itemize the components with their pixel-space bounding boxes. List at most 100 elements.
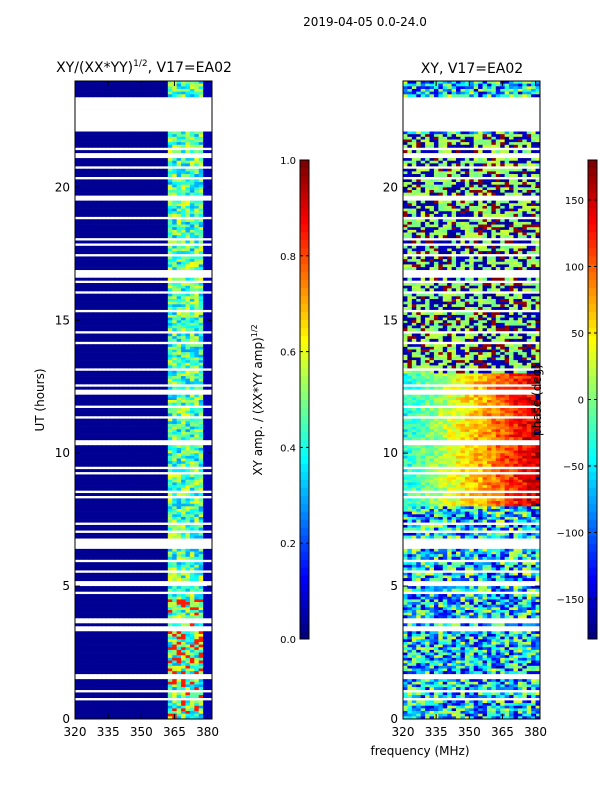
left-heatmap-cell	[194, 235, 200, 239]
left-heatmap-cell	[181, 554, 186, 558]
left-heatmap-cell	[79, 575, 85, 579]
left-heatmap-cell	[189, 612, 195, 616]
left-heatmap-cell	[136, 261, 142, 265]
left-heatmap-cell	[158, 596, 164, 600]
left-heatmap-cell	[83, 612, 89, 616]
left-heatmap-cell	[176, 482, 182, 486]
left-heatmap-cell	[83, 535, 89, 539]
left-heatmap-cell	[110, 588, 116, 592]
left-heatmap-cell	[172, 304, 178, 308]
left-heatmap-cell	[167, 333, 173, 337]
left-heatmap-cell	[105, 288, 111, 292]
left-heatmap-cell	[105, 285, 111, 289]
left-heatmap-cell	[136, 136, 142, 140]
left-heatmap-cell	[141, 479, 147, 483]
left-heatmap-cell	[79, 429, 85, 433]
left-heatmap-cell	[154, 644, 160, 648]
left-heatmap-cell	[163, 649, 169, 653]
left-heatmap-cell	[79, 134, 85, 138]
left-heatmap-cell	[181, 134, 186, 138]
left-heatmap-cell	[114, 134, 120, 138]
left-heatmap-cell	[75, 556, 80, 560]
left-heatmap-cell	[92, 461, 98, 465]
left-heatmap-cell	[105, 644, 111, 648]
left-heatmap-cell	[154, 564, 160, 568]
left-heatmap-cell	[154, 174, 160, 177]
left-heatmap-cell	[110, 365, 116, 369]
left-heatmap-cell	[132, 508, 138, 512]
left-heatmap-cell	[110, 551, 116, 555]
left-heatmap-cell	[158, 219, 164, 223]
left-heatmap-cell	[88, 487, 94, 491]
left-heatmap-cell	[119, 245, 125, 249]
left-heatmap-cell	[114, 301, 120, 305]
left-heatmap-cell	[105, 493, 111, 496]
left-heatmap-cell	[83, 245, 89, 249]
left-heatmap-cell	[128, 160, 133, 164]
left-heatmap-cell	[163, 320, 169, 324]
left-heatmap-cell	[185, 357, 191, 361]
left-heatmap-cell	[92, 357, 98, 361]
left-heatmap-cell	[101, 229, 107, 233]
left-heatmap-cell	[141, 232, 147, 236]
left-heatmap-cell	[114, 211, 120, 215]
left-heatmap-cell	[207, 184, 213, 188]
left-heatmap-cell	[198, 426, 204, 430]
left-heatmap-cell	[185, 487, 191, 491]
left-heatmap-cell	[128, 631, 133, 635]
left-heatmap-cell	[101, 641, 107, 645]
left-heatmap-cell	[110, 317, 116, 321]
left-heatmap-cell	[207, 461, 213, 465]
left-heatmap-cell	[163, 596, 169, 600]
left-heatmap-cell	[189, 301, 195, 305]
left-heatmap-cell	[123, 514, 129, 518]
left-heatmap-cell	[114, 378, 120, 382]
left-heatmap-cell	[167, 288, 173, 292]
left-heatmap-cell	[114, 187, 120, 191]
left-heatmap-cell	[167, 596, 173, 600]
left-heatmap-cell	[172, 328, 178, 332]
left-heatmap-cell	[181, 506, 186, 510]
left-heatmap-cell	[79, 604, 85, 608]
left-heatmap-cell	[207, 474, 213, 478]
left-heatmap-cell	[203, 450, 208, 454]
left-heatmap-cell	[172, 378, 178, 382]
left-heatmap-cell	[92, 479, 98, 483]
left-heatmap-cell	[189, 463, 195, 467]
left-heatmap-cell	[181, 219, 186, 223]
left-heatmap-cell	[198, 376, 204, 380]
left-heatmap-cell	[83, 285, 89, 289]
left-heatmap-cell	[114, 633, 120, 637]
left-heatmap-cell	[185, 418, 191, 422]
left-heatmap-cell	[136, 288, 142, 292]
left-heatmap-cell	[207, 240, 213, 244]
left-heatmap-cell	[158, 610, 164, 613]
left-heatmap-cell	[176, 410, 182, 414]
left-heatmap-cell	[83, 503, 89, 507]
left-heatmap-cell	[145, 378, 151, 382]
left-heatmap-cell	[141, 487, 147, 491]
left-heatmap-cell	[83, 221, 89, 225]
left-heatmap-cell	[203, 322, 208, 326]
left-heatmap-cell	[92, 344, 98, 348]
left-heatmap-cell	[185, 437, 191, 441]
left-heatmap-cell	[101, 150, 107, 154]
left-heatmap-cell	[110, 647, 116, 651]
left-heatmap-cell	[163, 261, 169, 265]
left-heatmap-cell	[75, 631, 80, 635]
left-heatmap-cell	[92, 413, 98, 417]
left-heatmap-cell	[114, 328, 120, 332]
left-heatmap-cell	[75, 386, 80, 390]
left-heatmap-cell	[189, 256, 195, 260]
left-heatmap-cell	[141, 352, 147, 356]
left-heatmap-cell	[176, 373, 182, 377]
left-heatmap-cell	[145, 418, 151, 422]
left-heatmap-cell	[194, 94, 200, 98]
left-heatmap-cell	[79, 314, 85, 318]
left-heatmap-cell	[167, 86, 173, 90]
left-heatmap-cell	[132, 506, 138, 510]
left-heatmap-cell	[75, 144, 80, 148]
left-heatmap-cell	[128, 655, 133, 659]
left-heatmap-cell	[101, 434, 107, 438]
left-heatmap-cell	[145, 296, 151, 300]
